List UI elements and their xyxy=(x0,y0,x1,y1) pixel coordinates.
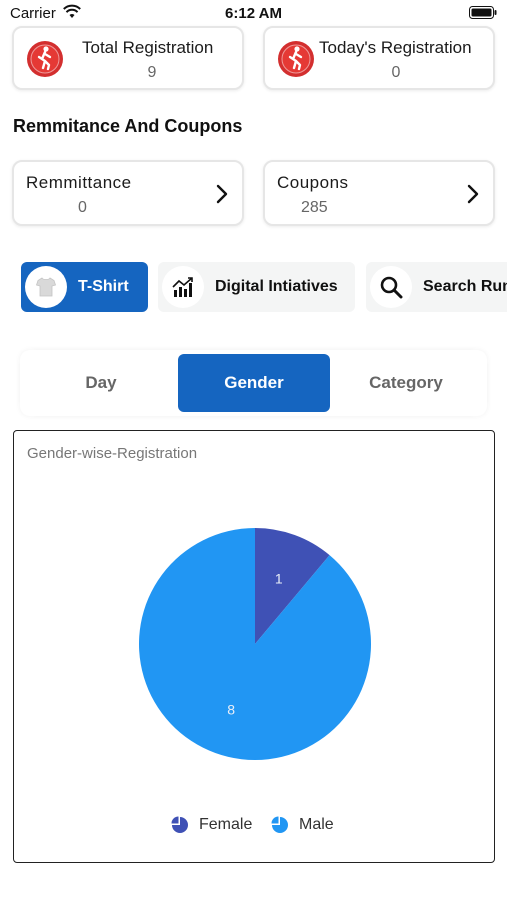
segment-category[interactable]: Category xyxy=(369,373,443,392)
chart-legend: Female Male xyxy=(14,814,496,836)
battery-icon xyxy=(469,6,497,19)
remittance-card[interactable]: Remmittance 0 xyxy=(12,160,244,226)
feature-chip-row[interactable]: T-Shirt Digital Intiatives Search Runner xyxy=(0,262,507,312)
pie-legend-icon xyxy=(271,816,288,833)
pie-data-label-female: 1 xyxy=(275,571,283,587)
coupons-card[interactable]: Coupons 285 xyxy=(263,160,495,226)
runner-icon xyxy=(27,41,63,77)
coupons-label: Coupons xyxy=(277,173,349,192)
remittance-label: Remmittance xyxy=(26,173,132,192)
remittance-value: 0 xyxy=(78,199,87,216)
section-title: Remmitance And Coupons xyxy=(13,116,243,136)
total-registration-label: Total Registration xyxy=(82,38,214,57)
pie-chart: 18 xyxy=(138,528,371,760)
today-registration-label: Today's Registration xyxy=(319,38,472,57)
pie-slice-male[interactable] xyxy=(138,528,371,760)
chart-filter-segment: Day Gender Category xyxy=(20,350,487,416)
tshirt-icon-circle xyxy=(25,266,67,308)
search-icon-circle xyxy=(370,266,412,308)
total-registration-value: 9 xyxy=(147,64,157,81)
total-registration-card[interactable]: Total Registration 9 xyxy=(12,26,244,90)
pie-legend-icon xyxy=(171,816,188,833)
legend-label-female: Female xyxy=(199,816,253,833)
chart-title: Gender-wise-Registration xyxy=(27,445,198,462)
segment-gender[interactable]: Gender xyxy=(178,354,330,412)
coupons-value: 285 xyxy=(301,199,328,216)
segment-day[interactable]: Day xyxy=(85,373,117,392)
pie-data-label-male: 8 xyxy=(227,701,235,717)
status-time: 6:12 AM xyxy=(225,5,282,22)
tshirt-chip[interactable]: T-Shirt xyxy=(21,262,148,312)
chevron-right-icon xyxy=(216,184,228,204)
digital-initiatives-chip-label: Digital Intiatives xyxy=(215,278,338,295)
today-registration-value: 0 xyxy=(391,64,401,81)
pie-slice-female[interactable] xyxy=(255,528,330,644)
tshirt-icon xyxy=(35,277,57,297)
legend-label-male: Male xyxy=(299,816,334,833)
tshirt-chip-label: T-Shirt xyxy=(78,278,129,295)
bar-chart-icon-circle xyxy=(162,266,204,308)
bar-chart-icon xyxy=(172,277,193,297)
carrier-label: Carrier xyxy=(10,5,56,22)
search-runner-chip[interactable]: Search Runner xyxy=(366,262,507,312)
status-bar: Carrier 6:12 AM xyxy=(0,0,507,28)
today-registration-card[interactable]: Today's Registration 0 xyxy=(263,26,495,90)
search-icon xyxy=(380,276,403,299)
runner-icon xyxy=(278,41,314,77)
search-runner-chip-label: Search Runner xyxy=(423,278,507,295)
chevron-right-icon xyxy=(467,184,479,204)
wifi-icon xyxy=(63,4,81,18)
digital-initiatives-chip[interactable]: Digital Intiatives xyxy=(158,262,355,312)
